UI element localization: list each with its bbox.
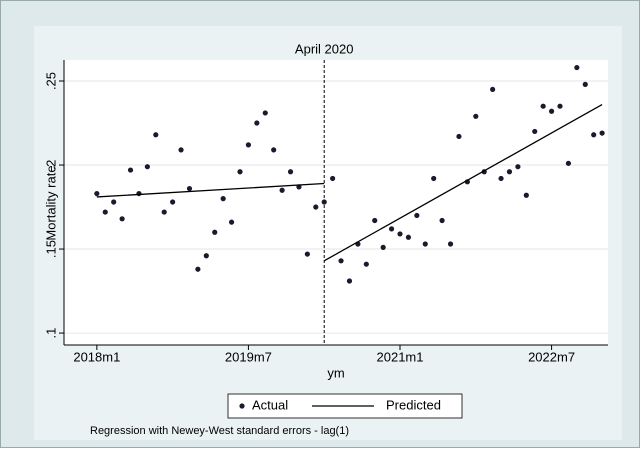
point [237, 169, 243, 175]
point [540, 103, 546, 109]
point [212, 229, 218, 235]
point [330, 175, 336, 182]
point [313, 204, 319, 210]
point [346, 278, 353, 284]
point [161, 209, 167, 215]
point [136, 190, 142, 197]
fit-line [96, 103, 603, 262]
point [380, 244, 386, 250]
point [170, 199, 176, 205]
legend-label: Actual [252, 397, 288, 412]
point [591, 132, 597, 138]
point [111, 199, 117, 205]
point [523, 192, 529, 198]
point [287, 169, 294, 175]
point [186, 185, 193, 192]
point [144, 164, 150, 170]
point [94, 190, 100, 197]
point [228, 219, 235, 225]
point [532, 128, 538, 135]
x-tick-label: 2022m7 [528, 349, 575, 364]
point [397, 231, 403, 237]
y-tick-label: .25 [43, 72, 58, 90]
event-label: April 2020 [295, 41, 354, 56]
point [388, 226, 395, 232]
x-tick-label: 2019m7 [225, 349, 272, 364]
x-tick-label: 2021m1 [377, 349, 424, 364]
point [439, 217, 445, 224]
point [447, 241, 454, 247]
point [363, 261, 369, 267]
point [548, 108, 555, 114]
x-tick-label: 2018m1 [73, 349, 120, 364]
point [582, 81, 588, 87]
y-tick-label: .2 [43, 160, 58, 171]
point [405, 234, 412, 240]
point [338, 258, 344, 264]
point [279, 187, 285, 193]
point [254, 120, 260, 126]
point [515, 164, 521, 170]
point [195, 266, 201, 272]
point [119, 216, 125, 222]
point [574, 64, 580, 71]
point [456, 133, 462, 140]
point [422, 241, 428, 247]
point [498, 175, 504, 182]
point [271, 147, 277, 153]
point [220, 196, 226, 202]
point [304, 251, 310, 257]
point [321, 199, 327, 205]
point [414, 212, 420, 219]
y-axis-title: Mortality rate [43, 165, 58, 240]
point [153, 132, 159, 138]
legend-label: Predicted [386, 397, 441, 412]
point [431, 175, 437, 182]
point [557, 103, 563, 109]
x-axis-title: ym [327, 365, 344, 380]
point [372, 217, 378, 224]
point [506, 169, 513, 175]
point [490, 86, 496, 93]
point [599, 130, 605, 136]
note: Regression with Newey-West standard erro… [90, 425, 349, 437]
point [565, 160, 572, 166]
point [203, 253, 209, 259]
point [178, 147, 184, 153]
plot-area [64, 60, 608, 345]
point [245, 142, 252, 148]
point [127, 167, 134, 173]
legend-marker [239, 403, 245, 409]
point [102, 209, 108, 215]
point [473, 113, 479, 119]
y-tick-label: .15 [43, 240, 58, 258]
point [262, 110, 268, 116]
y-tick-label: .1 [43, 328, 58, 339]
